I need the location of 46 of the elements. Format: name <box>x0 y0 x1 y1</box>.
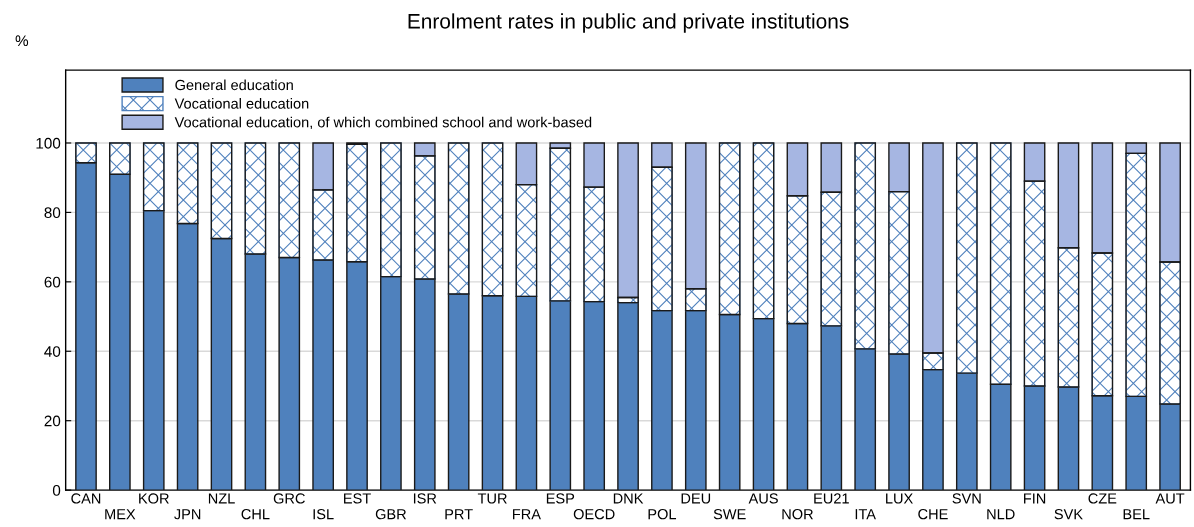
y-tick-label: 20 <box>44 415 61 427</box>
x-tick-label: KOR <box>139 493 169 504</box>
x-tick-label: BEL <box>1123 509 1150 520</box>
y-axis-title: % <box>15 35 29 47</box>
x-tick-label: GBR <box>375 508 407 520</box>
x-tick-label: CZE <box>1088 493 1117 504</box>
x-tick-label: AUT <box>1155 493 1185 504</box>
x-tick-label: ISL <box>313 508 334 520</box>
x-tick-label: SWE <box>713 508 746 520</box>
x-tick-label: AUS <box>748 493 778 504</box>
x-tick-label: ITA <box>855 509 876 520</box>
x-tick-label: FRA <box>513 509 541 520</box>
legend-label: Vocational education, of which combined school and work-based <box>174 116 592 130</box>
x-tick-label: ESP <box>546 493 575 504</box>
x-tick-label: DEU <box>681 493 711 504</box>
x-tick-label: OECD <box>573 508 615 520</box>
bar <box>617 301 639 491</box>
x-tick-label: CAN <box>71 493 101 504</box>
x-tick-label: LUX <box>886 493 913 504</box>
x-tick-label: CHE <box>918 508 948 520</box>
x-tick-label: NLD <box>987 509 1015 520</box>
x-tick-label: NZL <box>208 493 235 504</box>
x-tick-label: GRC <box>273 493 305 504</box>
x-tick-label: JPN <box>174 509 201 520</box>
y-tick-label: 40 <box>44 346 61 357</box>
x-tick-label: MEX <box>105 509 136 520</box>
x-tick-label: EU21 <box>814 493 849 504</box>
x-tick-label: TUR <box>477 493 507 504</box>
x-tick-label: NOR <box>782 508 813 520</box>
legend-label: General education <box>175 79 293 91</box>
x-tick-label: CHL <box>241 508 270 520</box>
x-tick-label: SVK <box>1054 508 1083 520</box>
x-tick-label: PRT <box>445 509 473 520</box>
x-tick-label: ISR <box>413 493 437 504</box>
y-tick-label: 60 <box>44 276 61 288</box>
x-tick-label: FIN <box>1024 493 1046 504</box>
legend-label: Vocational education <box>174 98 309 109</box>
x-tick-label: EST <box>344 493 371 504</box>
chart-title: Enrolment rates in public and private institutions <box>408 13 849 33</box>
y-tick-label: 0 <box>52 484 61 496</box>
y-tick-label: 80 <box>44 207 61 219</box>
x-tick-label: SVN <box>952 493 981 504</box>
bar <box>617 142 639 299</box>
x-tick-label: POL <box>648 508 677 520</box>
y-tick-label: 100 <box>36 137 61 149</box>
x-tick-label: DNK <box>613 493 644 504</box>
